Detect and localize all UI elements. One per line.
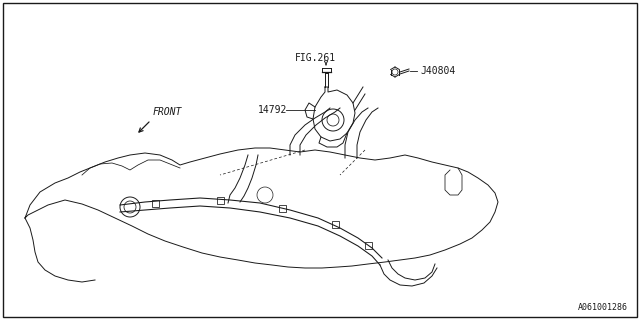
Bar <box>152 200 159 207</box>
Bar <box>217 197 224 204</box>
Bar <box>332 221 339 228</box>
Bar <box>279 205 286 212</box>
Bar <box>365 242 372 249</box>
Text: 14792: 14792 <box>258 105 287 115</box>
Text: J40804: J40804 <box>420 66 455 76</box>
Text: FRONT: FRONT <box>153 107 182 117</box>
Text: A061001286: A061001286 <box>578 303 628 312</box>
Text: FIG.261: FIG.261 <box>295 53 336 63</box>
